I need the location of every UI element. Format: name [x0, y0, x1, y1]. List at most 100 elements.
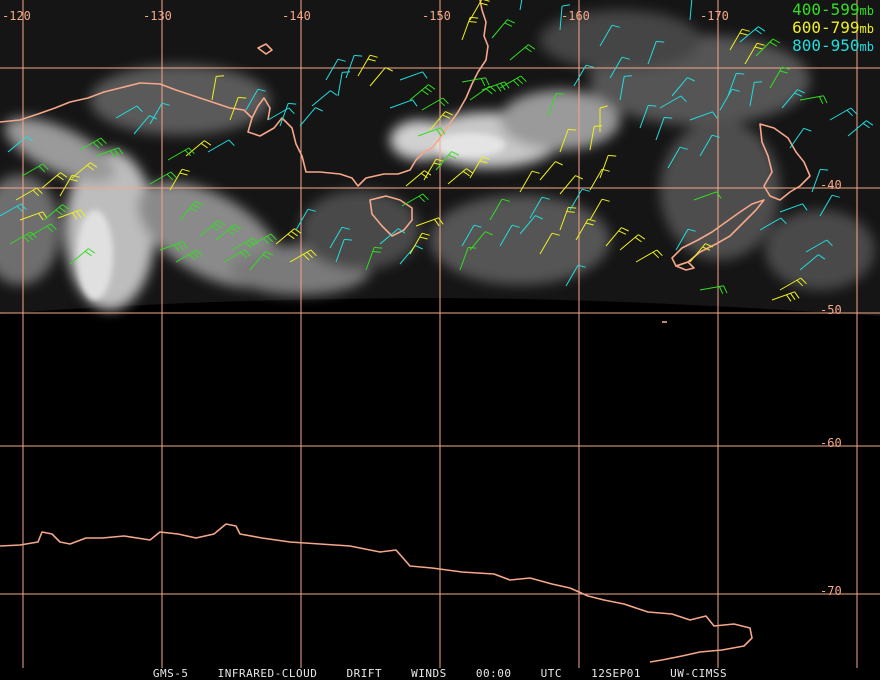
wind-barb-flag	[84, 250, 92, 257]
wind-barb-flag	[60, 172, 68, 178]
wind-barb-flag	[479, 2, 488, 6]
legend-400-599-unit: mb	[859, 4, 874, 18]
wind-barb-flag	[634, 236, 642, 243]
wind-barb	[379, 228, 399, 245]
wind-barb-flag	[790, 293, 796, 301]
lon-label-120: -120	[2, 9, 31, 23]
wind-barb-flag	[438, 99, 446, 107]
wind-barb-flag	[648, 104, 657, 107]
wind-barb-flag	[531, 170, 540, 174]
antarctica-coast	[0, 523, 753, 663]
wind-barb	[499, 224, 513, 247]
wind-barb	[489, 198, 503, 221]
wind-barb-flag	[594, 125, 603, 127]
wind-barb	[211, 76, 217, 101]
caption-product: GMS-5 INFRARED-CLOUD DRIFT WINDS	[152, 667, 447, 680]
wind-barb	[667, 146, 681, 169]
wind-barb-flag	[480, 78, 486, 87]
caption-source: UW-CIMSS	[670, 667, 728, 680]
wind-barb-flag	[337, 58, 346, 62]
wind-barb-flag	[62, 204, 70, 210]
wind-barb-flag	[422, 71, 428, 79]
small-island	[257, 43, 273, 55]
wind-barb-flag	[435, 158, 444, 162]
wind-barb	[7, 136, 27, 153]
wind-barb-flag	[372, 251, 381, 253]
wind-barb	[345, 55, 355, 79]
wind-barb-flag	[483, 0, 490, 2]
wind-barb	[619, 76, 625, 101]
nz-south-island	[671, 199, 765, 267]
wind-barb-flag	[587, 218, 596, 222]
wind-barb-flag	[501, 198, 510, 202]
wind-barb-flag	[485, 88, 493, 95]
wind-barb-flag	[367, 58, 376, 62]
wind-barb-flag	[310, 249, 317, 257]
wind-barb-flag	[758, 26, 766, 32]
wind-barb	[369, 67, 386, 87]
wind-barb-flag	[354, 54, 363, 57]
wind-barb	[639, 105, 649, 129]
wind-barb	[719, 88, 733, 111]
wind-barb-flag	[621, 227, 629, 232]
wind-barb-flag	[562, 4, 571, 7]
coastlines	[0, 0, 811, 663]
wind-barb-flag	[723, 285, 728, 294]
wind-barb	[461, 224, 475, 247]
lat-label-50: -50	[820, 303, 842, 317]
wind-barb-flag	[192, 204, 201, 209]
wind-barb-flag	[244, 241, 252, 249]
wind-barb	[589, 168, 603, 191]
wind-barb-flag	[716, 191, 722, 199]
wind-barb-flag	[831, 194, 840, 198]
wind-barb-flag	[22, 235, 30, 243]
wind-barb-flag	[504, 81, 510, 89]
wind-barb-flag	[779, 70, 788, 74]
wind-barb-flag	[507, 19, 515, 24]
wind-barb-flag	[511, 224, 520, 228]
wind-barb	[573, 64, 587, 87]
wind-barb-flag	[38, 213, 44, 221]
wind-barb-flag	[166, 173, 174, 181]
wind-barb-flag	[86, 164, 94, 171]
wind-barb-flag	[36, 187, 43, 195]
wind-barb-flag	[436, 129, 442, 137]
spencer-gulf	[251, 97, 271, 121]
wind-barb-flag	[192, 251, 200, 259]
wind-barb-flag	[739, 32, 748, 36]
wind-barb-flag	[374, 246, 383, 249]
wind-barb-flag	[585, 64, 594, 68]
nz-stewart-island	[675, 261, 695, 271]
wind-barb-flag	[118, 147, 124, 155]
wind-barb-flag	[30, 231, 37, 239]
wind-barb-flag	[664, 116, 673, 119]
wind-barb-flag	[88, 248, 96, 254]
wind-barb-flag	[369, 54, 378, 58]
wind-barb-flag	[718, 286, 724, 295]
wind-barb	[779, 203, 803, 213]
wind-barb-flag	[438, 217, 444, 225]
wind-barb-flag	[16, 205, 24, 213]
wind-barb-flag	[820, 168, 829, 171]
wind-barb	[329, 226, 343, 249]
wind-barb-flag	[541, 196, 550, 200]
wind-barb-flag	[680, 95, 687, 103]
wind-barb	[267, 107, 290, 121]
wind-barb-flag	[204, 140, 212, 146]
caption-time: 00:00 UTC	[475, 667, 563, 680]
wind-barb-flag	[826, 239, 833, 247]
wind-barb	[559, 6, 563, 31]
wind-barb-flag	[200, 142, 208, 149]
wind-barb-flag	[307, 208, 316, 212]
wind-barb	[565, 264, 579, 287]
wind-barb-flag	[50, 223, 57, 231]
wind-barb-flag	[687, 228, 696, 232]
wind-barb-flag	[341, 226, 350, 230]
wind-barb-flag	[754, 28, 762, 35]
wind-barb-flag	[302, 253, 310, 261]
wind-barb-flag	[422, 193, 429, 201]
wind-barb-flag	[624, 75, 633, 77]
wind-barb-flag	[754, 46, 763, 50]
wind-barb-flag	[481, 156, 490, 160]
